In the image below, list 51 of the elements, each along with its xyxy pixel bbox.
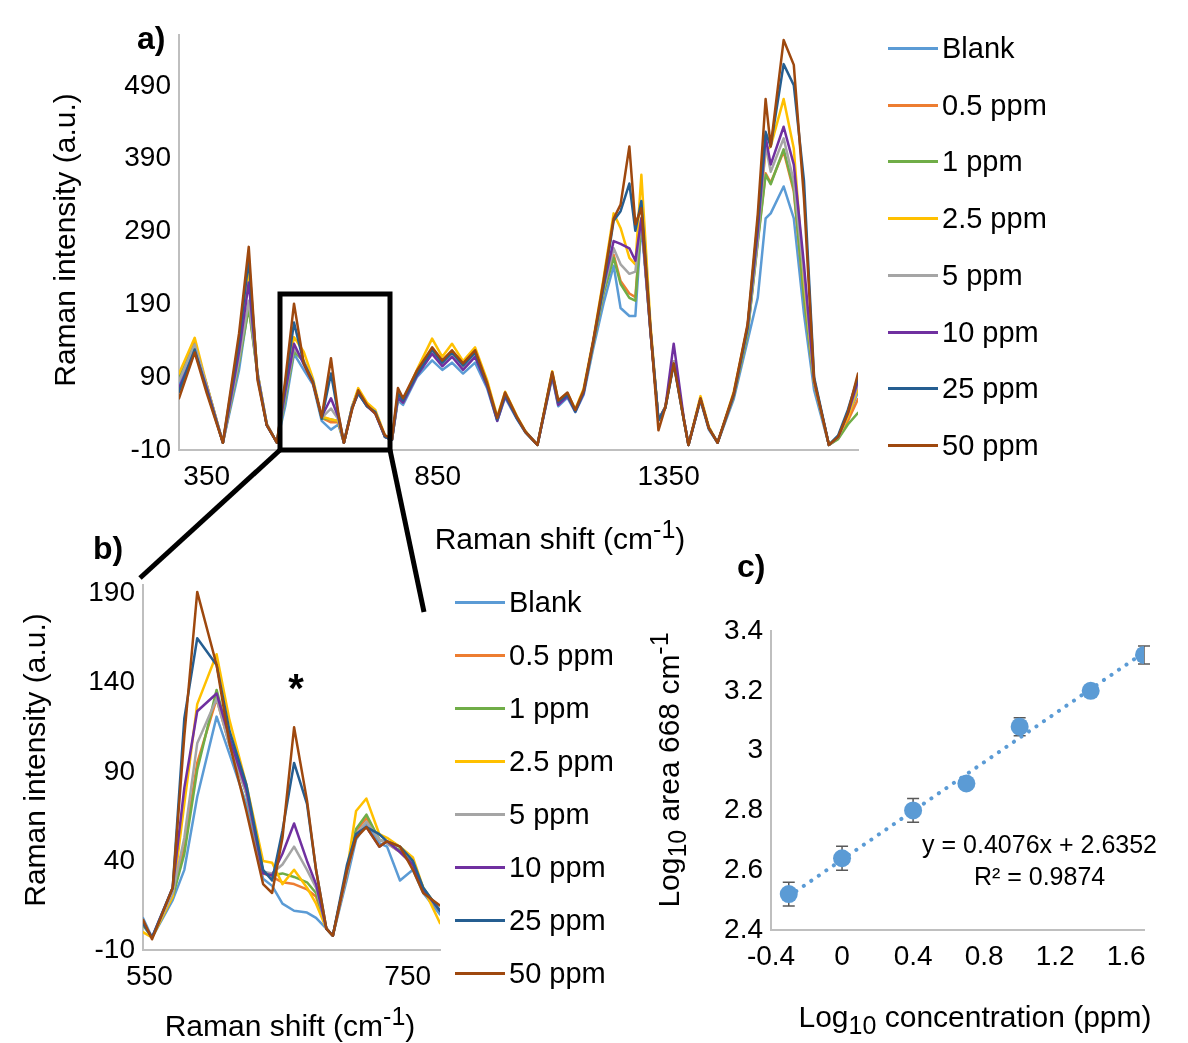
chart-title: b) [93, 530, 124, 567]
legend-label: Blank [509, 586, 582, 619]
chart-title: c) [737, 548, 766, 585]
legend-label: 0.5 ppm [942, 88, 1047, 122]
x-tick-label: 0.8 [964, 939, 1004, 971]
y-tick-label: 2.6 [724, 852, 763, 884]
x-axis-title: Raman shift (cm$^{-1}$) [164, 1001, 416, 1043]
legend-label: 50 ppm [509, 957, 606, 990]
y-tick-label: 2.8 [724, 793, 763, 825]
legend-label: 25 ppm [942, 372, 1039, 406]
x-tick-label: 750 [384, 959, 432, 991]
y-tick-label: 90 [103, 754, 135, 786]
legend-label: 1 ppm [509, 692, 590, 725]
annotation: * [288, 665, 305, 710]
y-tick-label: 190 [88, 576, 135, 608]
legend-label: 2.5 ppm [509, 745, 614, 778]
y-tick-label: 290 [124, 214, 171, 246]
y-tick-label: 390 [124, 141, 171, 173]
y-tick-label: 190 [124, 287, 171, 319]
legend-label: 50 ppm [942, 428, 1039, 462]
legend-label: 5 ppm [942, 258, 1023, 292]
y-tick-label: -10 [130, 432, 171, 464]
x-tick-label: 1.2 [1035, 939, 1075, 971]
x-tick-label: 350 [183, 459, 231, 491]
y-axis-title: Raman intensity (a.u.) [48, 93, 82, 387]
annotation: y = 0.4076x + 2.6352 [922, 830, 1158, 859]
x-tick-label: 850 [414, 459, 462, 491]
chart-title: a) [137, 20, 166, 57]
x-axis-title: Raman shift (cm$^{-1}$) [434, 514, 686, 556]
y-axis-title: Raman intensity (a.u.) [18, 613, 52, 907]
y-tick-label: 90 [139, 359, 171, 391]
y-tick-label: 40 [103, 843, 135, 875]
x-axis-title: Log$_{10}$ concentration (ppm) [798, 1000, 1152, 1040]
y-tick-label: 490 [124, 68, 171, 100]
y-tick-label: 140 [88, 665, 135, 697]
y-tick-label: 3.2 [724, 673, 763, 705]
x-tick-label: 1.6 [1106, 939, 1146, 971]
annotation: R² = 0.9874 [973, 861, 1106, 890]
legend-label: 1 ppm [942, 145, 1023, 179]
legend-label: 0.5 ppm [509, 639, 614, 672]
y-tick-label: 3.4 [724, 613, 763, 645]
legend-label: Blank [942, 32, 1015, 65]
y-tick-label: 3 [747, 733, 763, 765]
legend-label: 5 ppm [509, 798, 590, 831]
legend-label: 10 ppm [509, 851, 606, 884]
legend-label: 25 ppm [509, 904, 606, 937]
x-tick-label: 0 [834, 939, 850, 971]
x-tick-label: 0.4 [893, 939, 933, 971]
legend-label: 10 ppm [942, 315, 1039, 349]
x-tick-label: 1350 [637, 459, 700, 491]
legend-label: 2.5 ppm [942, 202, 1047, 236]
